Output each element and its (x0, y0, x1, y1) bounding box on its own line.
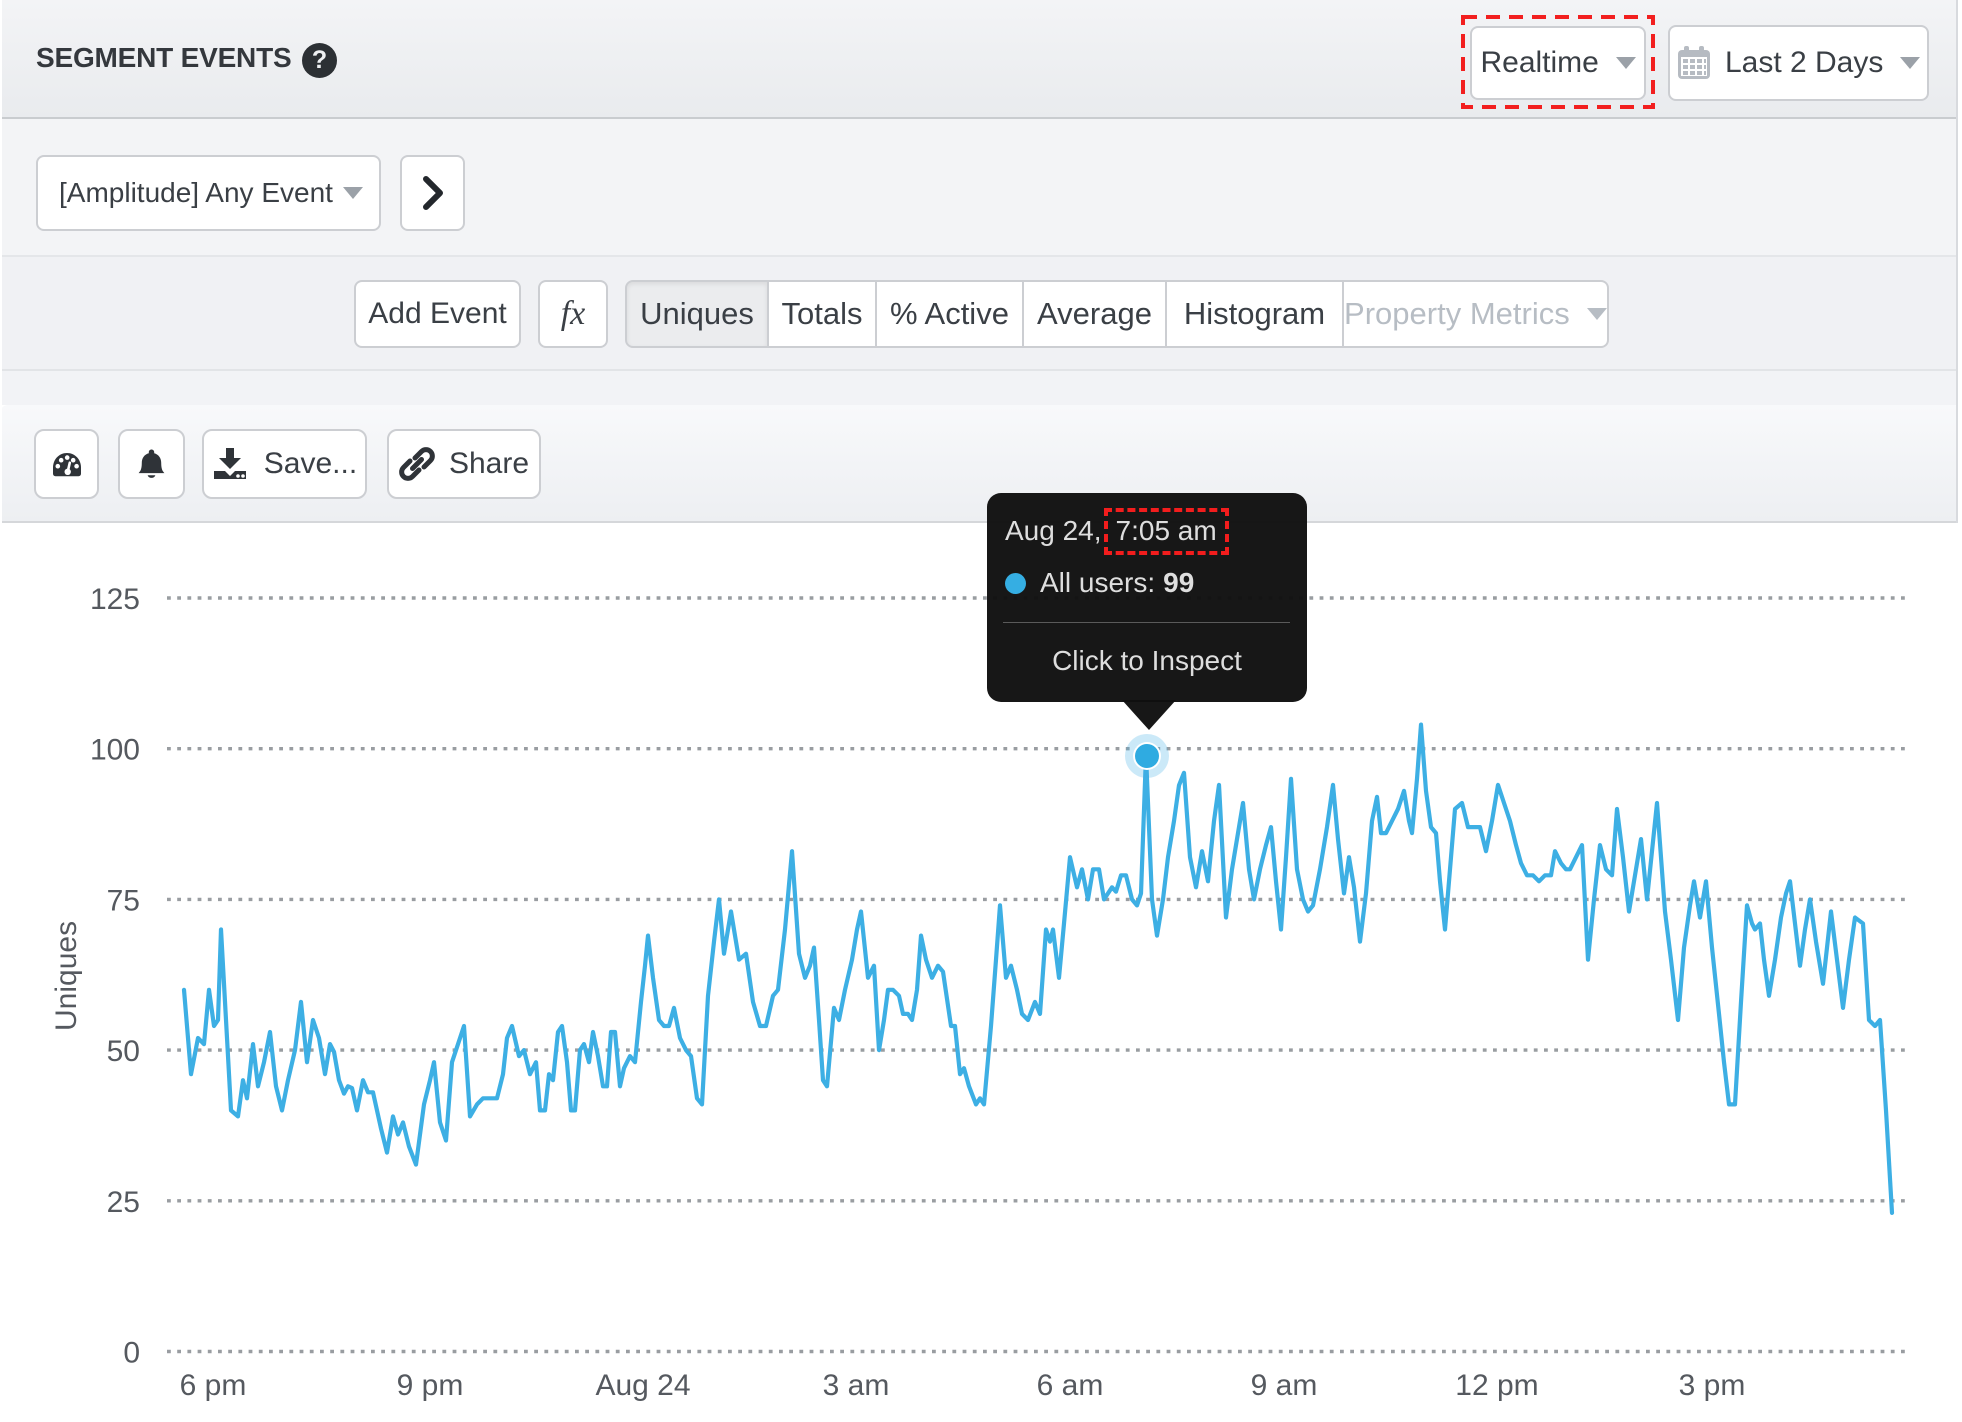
svg-text:125: 125 (90, 583, 140, 616)
svg-text:Aug 24: Aug 24 (595, 1369, 690, 1402)
svg-text:3 am: 3 am (823, 1369, 890, 1402)
svg-text:3 pm: 3 pm (1679, 1369, 1746, 1402)
svg-text:25: 25 (107, 1186, 140, 1219)
svg-text:50: 50 (107, 1035, 140, 1068)
svg-text:0: 0 (123, 1337, 140, 1370)
svg-text:75: 75 (107, 884, 140, 917)
svg-text:100: 100 (90, 734, 140, 767)
svg-text:6 pm: 6 pm (180, 1369, 247, 1402)
svg-text:12 pm: 12 pm (1455, 1369, 1538, 1402)
svg-text:6 am: 6 am (1037, 1369, 1104, 1402)
svg-text:9 am: 9 am (1251, 1369, 1318, 1402)
svg-text:9 pm: 9 pm (397, 1369, 464, 1402)
